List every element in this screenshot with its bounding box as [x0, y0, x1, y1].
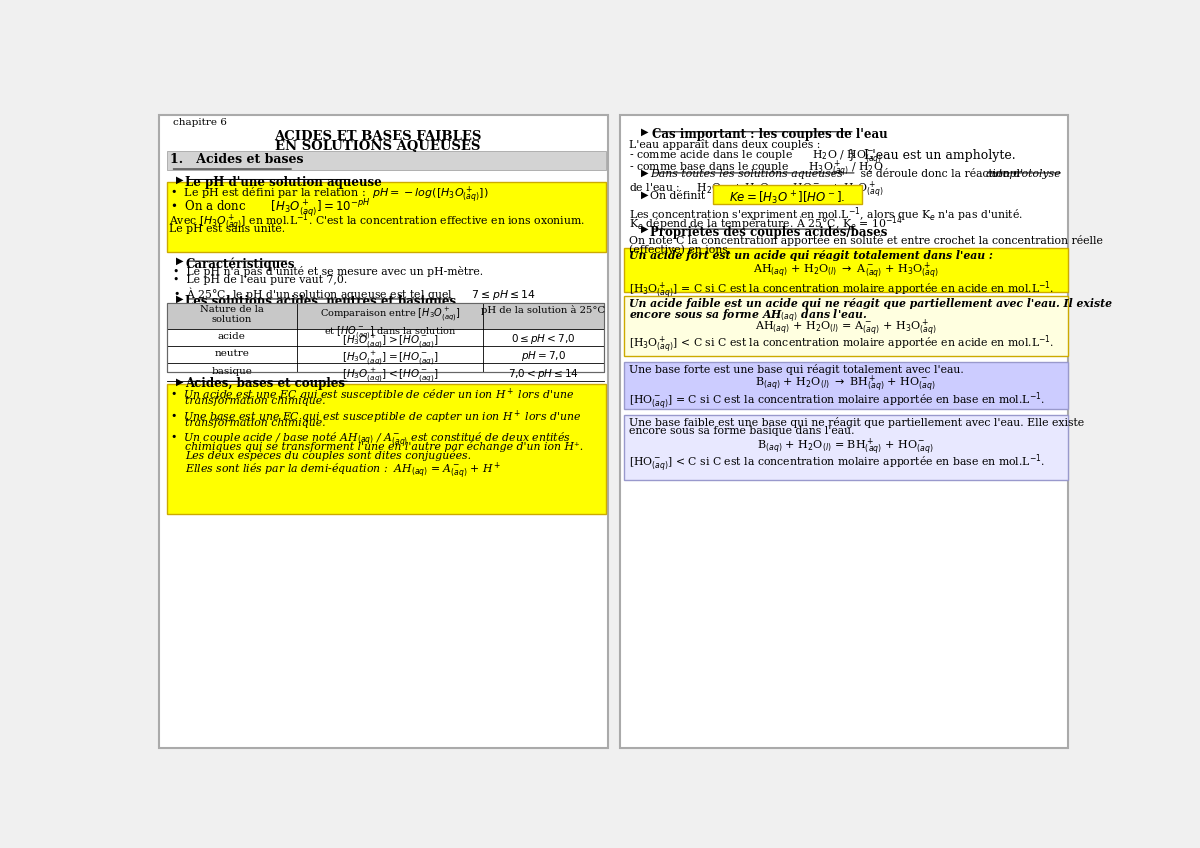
Text: ▶: ▶	[641, 191, 648, 199]
Text: Propriétés des couples acides/bases: Propriétés des couples acides/bases	[650, 226, 888, 238]
FancyBboxPatch shape	[167, 303, 604, 372]
Text: Nature de la
solution: Nature de la solution	[200, 304, 264, 324]
Text: transformation chimique.: transformation chimique.	[185, 418, 326, 428]
Text: Avec $[H_3O^+_{(aq)}]$ en mol.L$^{-1}$. C'est la concentration effective en ions: Avec $[H_3O^+_{(aq)}]$ en mol.L$^{-1}$. …	[168, 211, 584, 234]
FancyBboxPatch shape	[713, 185, 863, 204]
FancyBboxPatch shape	[624, 296, 1068, 356]
Text: $[H_3O^+_{(aq)}] < [HO^-_{(aq)}]$: $[H_3O^+_{(aq)}] < [HO^-_{(aq)}]$	[342, 366, 438, 384]
Text: [HO$^-_{(aq)}$] = C si C est la concentration molaire apportée en base en mol.L$: [HO$^-_{(aq)}$] = C si C est la concentr…	[629, 391, 1045, 413]
Text: chapitre 6: chapitre 6	[173, 118, 227, 127]
Text: neutre: neutre	[215, 349, 250, 359]
Text: B$_{(aq)}$ + H$_2$O$_{(l)}$ = BH$^+_{(aq)}$ + HO$^-_{(aq)}$: B$_{(aq)}$ + H$_2$O$_{(l)}$ = BH$^+_{(aq…	[757, 436, 934, 457]
Text: Acides, bases et couples: Acides, bases et couples	[185, 377, 346, 390]
Text: [HO$^-_{(aq)}$] < C si C est la concentration molaire apportée en base en mol.L$: [HO$^-_{(aq)}$] < C si C est la concentr…	[629, 453, 1045, 475]
Text: •  À 25°C, le pH d'un solution aqueuse est tel quel      $7 \leq pH \leq 14$: • À 25°C, le pH d'un solution aqueuse es…	[173, 285, 536, 302]
Text: L'eau apparaît dans deux couples :: L'eau apparaît dans deux couples :	[629, 139, 821, 150]
Text: ▶: ▶	[641, 169, 648, 178]
Text: ▶: ▶	[176, 257, 184, 266]
Text: B$_{(aq)}$ + H$_2$O$_{(l)}$ $\rightarrow$ BH$^+_{(aq)}$ + HO$^-_{(aq)}$: B$_{(aq)}$ + H$_2$O$_{(l)}$ $\rightarrow…	[755, 373, 936, 394]
FancyBboxPatch shape	[167, 384, 606, 515]
Text: Comparaison entre $[H_3O^+_{(aq)}]$
et $[HO^-_{(aq)}]$ dans la solution: Comparaison entre $[H_3O^+_{(aq)}]$ et $…	[319, 304, 461, 341]
Text: $Ke = [H_3O^+][HO^-].$: $Ke = [H_3O^+][HO^-].$	[728, 189, 845, 207]
Text: K$_e$ dépend de la température. À 25°C, K$_e$ = 10$^{-14}$: K$_e$ dépend de la température. À 25°C, …	[629, 215, 902, 232]
Text: ▶: ▶	[176, 377, 184, 387]
Text: AH$_{(aq)}$ + H$_2$O$_{(l)}$ = A$^-_{(aq)}$ + H$_3$O$^+_{(aq)}$: AH$_{(aq)}$ + H$_2$O$_{(l)}$ = A$^-_{(aq…	[755, 317, 936, 338]
Text: $0 \leq pH < 7{,}0$: $0 \leq pH < 7{,}0$	[511, 332, 576, 346]
Text: Les deux espèces du couples sont dites conjuguées.: Les deux espèces du couples sont dites c…	[185, 450, 472, 461]
Text: Une base faible est une base qui ne réagit que partiellement avec l'eau. Elle ex: Une base faible est une base qui ne réag…	[629, 417, 1084, 428]
Text: ▶: ▶	[176, 295, 184, 304]
Text: $[H_3O^+_{(aq)}] > [HO^-_{(aq)}]$: $[H_3O^+_{(aq)}] > [HO^-_{(aq)}]$	[342, 332, 438, 349]
Text: [H$_3$O$^+_{(aq)}$] = C si C est la concentration molaire apportée en acide en m: [H$_3$O$^+_{(aq)}$] = C si C est la conc…	[629, 280, 1055, 302]
Text: $pH = 7{,}0$: $pH = 7{,}0$	[521, 349, 566, 364]
Text: basique: basique	[211, 366, 252, 376]
Text: encore sous sa forme basique dans l'eau.: encore sous sa forme basique dans l'eau.	[629, 427, 854, 436]
Text: On définit: On définit	[650, 191, 706, 201]
Text: Les solutions acides, neutres et basiques: Les solutions acides, neutres et basique…	[185, 295, 456, 308]
Text: - comme acide dans le couple      H$_2$O / HO$^-_{(aq)}$: - comme acide dans le couple H$_2$O / HO…	[629, 148, 882, 166]
Text: Un acide fort est un acide qui réagit totalement dans l'eau :: Un acide fort est un acide qui réagit to…	[629, 250, 992, 261]
Text: ▶: ▶	[176, 176, 184, 185]
Text: (effective) en ions.: (effective) en ions.	[629, 245, 731, 255]
Text: chimiques qui se transforment l'une en l'autre par échange d'un ion H⁺.: chimiques qui se transforment l'une en l…	[185, 441, 583, 452]
FancyBboxPatch shape	[167, 182, 606, 252]
Text: $7{,}0 < pH \leq 14$: $7{,}0 < pH \leq 14$	[508, 366, 578, 381]
Text: AH$_{(aq)}$ + H$_2$O$_{(l)}$ $\rightarrow$ A$^-_{(aq)}$ + H$_3$O$^+_{(aq)}$: AH$_{(aq)}$ + H$_2$O$_{(l)}$ $\rightarro…	[752, 260, 938, 282]
Text: 1.   Acides et bases: 1. Acides et bases	[170, 153, 304, 166]
Text: transformation chimique.: transformation chimique.	[185, 396, 326, 406]
Text: $[H_3O^+_{(aq)}] = [HO^-_{(aq)}]$: $[H_3O^+_{(aq)}] = [HO^-_{(aq)}]$	[342, 349, 438, 367]
Text: de l'eau :     H$_2$O$_{(l)}$ + H$_2$O$_{(l)}$ = HO$^-_{(aq)}$ + H$_3$O$^+_{(aq): de l'eau : H$_2$O$_{(l)}$ + H$_2$O$_{(l)…	[629, 180, 883, 200]
FancyBboxPatch shape	[167, 303, 604, 329]
Text: autoprotolyse: autoprotolyse	[985, 169, 1061, 179]
Text: Le pH est sans unité.: Le pH est sans unité.	[168, 222, 284, 233]
FancyBboxPatch shape	[624, 248, 1068, 293]
Text: pH de la solution à 25°C: pH de la solution à 25°C	[481, 304, 606, 315]
Text: Dans toutes les solutions aqueuses: Dans toutes les solutions aqueuses	[650, 169, 844, 179]
Text: acide: acide	[218, 332, 246, 341]
Text: •  Un couple acide / base noté AH$_{(aq)}$ / A$^-_{(aq)}$ est constitué de deux : • Un couple acide / base noté AH$_{(aq)}…	[170, 431, 571, 449]
Text: On note C la concentration apportée en soluté et entre crochet la concentration : On note C la concentration apportée en s…	[629, 235, 1103, 246]
FancyBboxPatch shape	[624, 416, 1068, 481]
Text: Un acide faible est un acide qui ne réagit que partiellement avec l'eau. Il exis: Un acide faible est un acide qui ne réag…	[629, 298, 1112, 310]
Text: EN SOLUTIONS AQUEUSES: EN SOLUTIONS AQUEUSES	[275, 140, 480, 153]
FancyBboxPatch shape	[160, 114, 607, 748]
Text: •  Le pH de l'eau pure vaut 7,0.: • Le pH de l'eau pure vaut 7,0.	[173, 276, 348, 286]
Text: •  Une base est une EC qui est susceptible de capter un ion H$^+$ lors d'une: • Une base est une EC qui est susceptibl…	[170, 409, 582, 426]
Text: •  Un acide est une EC qui est susceptible de céder un ion H$^+$ lors d'une: • Un acide est une EC qui est susceptibl…	[170, 387, 575, 404]
Text: - comme base dans le couple      H$_3$O$^+_{(aq)}$ / H$_2$O: - comme base dans le couple H$_3$O$^+_{(…	[629, 159, 883, 180]
Text: ACIDES ET BASES FAIBLES: ACIDES ET BASES FAIBLES	[274, 130, 481, 142]
Text: •  On a donc       $[H_3O^+_{(aq)}]  =  10^{-pH}$: • On a donc $[H_3O^+_{(aq)}] = 10^{-pH}$	[170, 197, 371, 219]
Text: se déroule donc la réaction d': se déroule donc la réaction d'	[857, 169, 1024, 179]
Text: •  Le pH n'a pas d'unité et se mesure avec un pH-mètre.: • Le pH n'a pas d'unité et se mesure ave…	[173, 266, 484, 277]
Text: }  L'eau est un ampholyte.: } L'eau est un ampholyte.	[847, 149, 1015, 163]
Text: [H$_3$O$^+_{(aq)}$] < C si C est la concentration molaire apportée en acide en m: [H$_3$O$^+_{(aq)}$] < C si C est la conc…	[629, 333, 1055, 356]
Text: Elles sont liés par la demi-équation :  AH$_{(aq)}$ = A$^-_{(aq)}$ + H$^+$: Elles sont liés par la demi-équation : A…	[185, 460, 502, 481]
Text: Cas important : les couples de l'eau: Cas important : les couples de l'eau	[653, 128, 888, 141]
Text: ▶: ▶	[641, 226, 648, 234]
FancyBboxPatch shape	[167, 151, 606, 170]
Text: Caractéristiques: Caractéristiques	[185, 257, 295, 271]
FancyBboxPatch shape	[624, 361, 1068, 409]
Text: •  Le pH est défini par la relation :  $pH = -log([H_3O^+_{(aq)}])$: • Le pH est défini par la relation : $pH…	[170, 184, 490, 205]
FancyBboxPatch shape	[619, 114, 1068, 748]
Text: Une base forte est une base qui réagit totalement avec l'eau.: Une base forte est une base qui réagit t…	[629, 364, 964, 375]
Text: Le pH d'une solution aqueuse: Le pH d'une solution aqueuse	[185, 176, 382, 188]
Text: Les concentration s'expriment en mol.L$^{-1}$, alors que K$_e$ n'a pas d'unité.: Les concentration s'expriment en mol.L$^…	[629, 205, 1022, 224]
Text: ▶: ▶	[641, 128, 648, 137]
Text: encore sous sa forme AH$_{(aq)}$ dans l'eau.: encore sous sa forme AH$_{(aq)}$ dans l'…	[629, 308, 868, 325]
